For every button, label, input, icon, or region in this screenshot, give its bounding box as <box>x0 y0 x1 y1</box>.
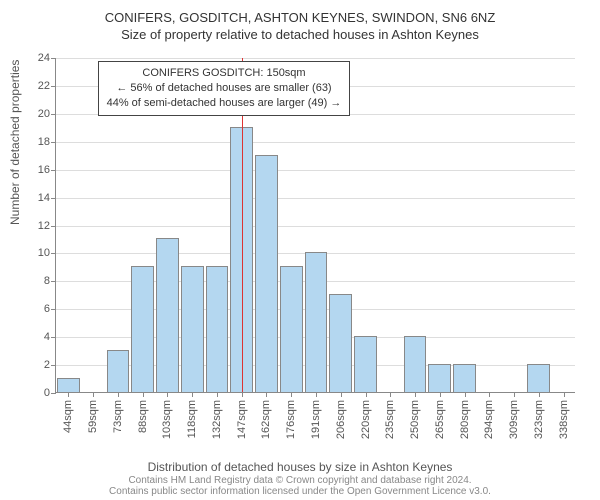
histogram-bar <box>156 238 179 392</box>
y-tick-label: 2 <box>44 359 50 371</box>
x-tick-mark <box>465 392 466 397</box>
x-tick-mark <box>341 392 342 397</box>
y-tick-label: 8 <box>44 275 50 287</box>
x-tick-mark <box>242 392 243 397</box>
x-tick-label: 88sqm <box>137 400 149 433</box>
x-tick-mark <box>291 392 292 397</box>
x-tick-label: 280sqm <box>459 400 471 439</box>
histogram-bar <box>354 336 377 392</box>
histogram-bar <box>255 155 278 392</box>
y-tick-label: 24 <box>38 52 50 64</box>
x-tick-label: 176sqm <box>285 400 297 439</box>
x-tick-mark <box>415 392 416 397</box>
x-tick-label: 265sqm <box>434 400 446 439</box>
annotation-line: ← 56% of detached houses are smaller (63… <box>107 81 342 96</box>
histogram-bar <box>131 266 154 392</box>
x-tick-mark <box>93 392 94 397</box>
x-tick-mark <box>440 392 441 397</box>
title-block: CONIFERS, GOSDITCH, ASHTON KEYNES, SWIND… <box>0 0 600 42</box>
chart-title-main: CONIFERS, GOSDITCH, ASHTON KEYNES, SWIND… <box>0 10 600 25</box>
x-tick-label: 338sqm <box>558 400 570 439</box>
x-tick-mark <box>390 392 391 397</box>
x-tick-mark <box>217 392 218 397</box>
footer-line-2: Contains public sector information licen… <box>0 486 600 497</box>
x-tick-mark <box>564 392 565 397</box>
x-tick-label: 59sqm <box>87 400 99 433</box>
x-tick-mark <box>68 392 69 397</box>
x-tick-label: 323sqm <box>533 400 545 439</box>
y-tick-label: 20 <box>38 108 50 120</box>
annotation-line: 44% of semi-detached houses are larger (… <box>107 96 342 111</box>
x-tick-label: 220sqm <box>360 400 372 439</box>
y-tick-label: 10 <box>38 247 50 259</box>
histogram-bar <box>206 266 229 392</box>
footer-line-1: Contains HM Land Registry data © Crown c… <box>0 475 600 486</box>
x-tick-label: 44sqm <box>62 400 74 433</box>
histogram-bar <box>57 378 80 392</box>
histogram-bar <box>404 336 427 392</box>
y-tick-label: 22 <box>38 80 50 92</box>
x-tick-mark <box>192 392 193 397</box>
y-tick-label: 18 <box>38 136 50 148</box>
x-tick-mark <box>266 392 267 397</box>
y-tick-mark <box>51 393 56 394</box>
x-tick-label: 103sqm <box>161 400 173 439</box>
x-tick-mark <box>167 392 168 397</box>
annotation-line: CONIFERS GOSDITCH: 150sqm <box>107 66 342 81</box>
x-tick-mark <box>539 392 540 397</box>
y-tick-label: 14 <box>38 192 50 204</box>
y-tick-label: 12 <box>38 220 50 232</box>
x-tick-label: 191sqm <box>310 400 322 439</box>
x-tick-label: 118sqm <box>186 400 198 438</box>
x-tick-label: 162sqm <box>260 400 272 439</box>
x-tick-label: 132sqm <box>211 400 223 439</box>
x-tick-mark <box>366 392 367 397</box>
histogram-bar <box>329 294 352 392</box>
histogram-bar <box>181 266 204 392</box>
annotation-box: CONIFERS GOSDITCH: 150sqm← 56% of detach… <box>98 61 351 116</box>
x-tick-label: 250sqm <box>409 400 421 439</box>
chart-title-sub: Size of property relative to detached ho… <box>0 27 600 42</box>
histogram-bar <box>107 350 130 392</box>
x-tick-mark <box>143 392 144 397</box>
y-tick-label: 4 <box>44 331 50 343</box>
x-tick-mark <box>514 392 515 397</box>
histogram-bar <box>527 364 550 392</box>
x-tick-label: 235sqm <box>384 400 396 439</box>
histogram-bar <box>280 266 303 392</box>
x-axis-title: Distribution of detached houses by size … <box>0 460 600 474</box>
histogram-bar <box>305 252 328 392</box>
x-tick-label: 73sqm <box>112 400 124 433</box>
y-tick-label: 6 <box>44 303 50 315</box>
x-tick-mark <box>118 392 119 397</box>
y-tick-label: 0 <box>44 387 50 399</box>
x-tick-mark <box>316 392 317 397</box>
x-tick-label: 147sqm <box>236 400 248 439</box>
y-axis-title: Number of detached properties <box>8 60 22 225</box>
histogram-bar <box>428 364 451 392</box>
x-tick-label: 206sqm <box>335 400 347 439</box>
plot-area: 02468101214161820222444sqm59sqm73sqm88sq… <box>55 58 575 393</box>
histogram-bar <box>453 364 476 392</box>
x-tick-label: 294sqm <box>483 400 495 439</box>
x-tick-label: 309sqm <box>508 400 520 439</box>
y-tick-label: 16 <box>38 164 50 176</box>
footer-attribution: Contains HM Land Registry data © Crown c… <box>0 475 600 497</box>
x-tick-mark <box>489 392 490 397</box>
